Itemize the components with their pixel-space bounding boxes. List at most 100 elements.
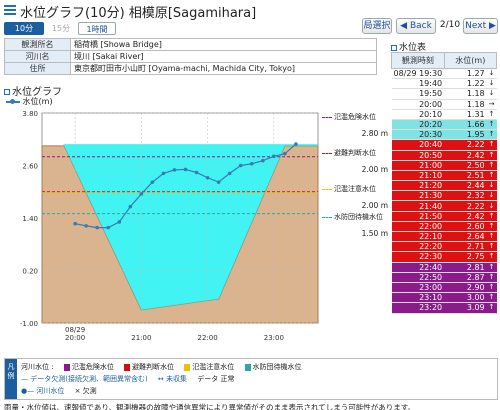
x-tick-label: 08/29	[65, 326, 85, 334]
table-row: 21:20 2.44 ↓	[391, 180, 497, 192]
legend-missing-mark: × 欠測	[74, 387, 97, 395]
tab-1hour[interactable]: 1時間	[78, 22, 116, 35]
table-row: 08/29 19:30 1.27 ↓	[391, 68, 497, 80]
info-key: 観測所名	[4, 38, 71, 51]
table-row: 23:20 3.09 ↑	[391, 302, 497, 314]
square-icon	[391, 44, 397, 51]
row-trend-icon: ↑	[486, 231, 497, 243]
table-row: 19:50 1.18 ↓	[391, 88, 497, 100]
row-time: 20:30	[391, 129, 445, 141]
row-level: 3.00	[444, 292, 487, 304]
threshold-label: 避難判断水位	[334, 149, 376, 157]
swatch-icon	[184, 363, 191, 371]
row-trend-icon: ↓	[486, 180, 497, 192]
graph-title: 水位グラフ	[4, 83, 62, 98]
row-trend-icon: ↑	[486, 251, 497, 263]
data-point	[106, 225, 111, 230]
row-trend-icon: ↑	[486, 272, 497, 283]
data-point	[95, 225, 99, 230]
legend-item-label: 避難判断水位	[132, 363, 175, 371]
row-trend-icon: ↑	[486, 282, 497, 294]
row-trend-icon: ↑	[486, 292, 497, 304]
data-point	[183, 167, 188, 172]
page-title: 水位グラフ(10分) 相模原[Sagamihara]	[20, 6, 257, 21]
water-level-table: 観測時刻 水位(m) 08/29 19:30 1.27 ↓ 19:40 1.22 ↓ 19:…	[391, 52, 498, 314]
data-point	[139, 192, 144, 196]
table-title-text: 水位表	[399, 43, 427, 53]
next-button[interactable]: Next ▶	[463, 18, 498, 34]
legend-missing: — データ欠測(接続欠測、範囲異常含む)	[21, 375, 148, 383]
data-point	[150, 180, 155, 184]
legend-item: 氾濫危険水位	[63, 362, 114, 372]
info-value: 稲荷橋 [Showa Bridge]	[70, 38, 377, 51]
row-level: 2.87	[444, 272, 487, 283]
threshold-line-icon	[322, 216, 332, 218]
water-area	[63, 144, 319, 310]
row-level: 2.60	[444, 221, 487, 233]
data-point	[283, 151, 287, 156]
y-tick-label: 2.60	[22, 163, 38, 171]
x-tick-label: 23:00	[264, 334, 284, 342]
legend-row-data: — データ欠測(接続欠測、範囲異常含む) ↔ 未収集 データ 正常	[21, 374, 242, 384]
row-trend-icon: ↑	[486, 241, 497, 253]
row-time: 21:50	[391, 211, 445, 222]
info-value: 境川 [Sakai River]	[70, 50, 377, 63]
row-level: 1.66	[444, 119, 487, 131]
row-time: 20:10	[391, 109, 445, 120]
row-level: 3.09	[444, 302, 487, 314]
data-point	[205, 175, 210, 180]
table-row: 20:50 2.42 ↑	[391, 150, 497, 161]
table-row: 21:10 2.51 ↑	[391, 170, 497, 182]
table-row: 23:00 2.90 ↑	[391, 282, 497, 294]
threshold-value: 1.50 m	[361, 229, 388, 238]
threshold-label: 氾濫危険水位	[334, 113, 376, 121]
table-row: 23:10 3.00 ↑	[391, 292, 497, 304]
row-level: 1.95	[444, 129, 487, 141]
row-trend-icon: ↑	[486, 160, 497, 171]
row-trend-icon: ↑	[486, 119, 497, 131]
info-value: 東京都町田市小山町 [Oyama-machi, Machida City, To…	[70, 62, 377, 75]
row-trend-icon: ↑	[486, 302, 497, 314]
row-level: 2.90	[444, 282, 487, 294]
row-time: 22:40	[391, 262, 445, 273]
data-point	[117, 220, 122, 224]
row-level: 2.22	[444, 200, 487, 212]
data-point	[261, 158, 265, 163]
col-time-header: 観測時刻	[391, 52, 445, 69]
table-row: 21:40 2.22 ↓	[391, 200, 497, 212]
row-level: 2.44	[444, 180, 487, 192]
table-row: 19:40 1.22 ↓	[391, 78, 497, 90]
data-point	[238, 163, 243, 168]
legend-row-thresholds: 河川水位 : 氾濫危険水位 避難判断水位 氾濫注意水位 水防団待機水位	[21, 362, 310, 372]
row-time: 21:20	[391, 180, 445, 192]
station-info-table: 観測所名 稲荷橋 [Showa Bridge] 河川名 境川 [Sakai Rive…	[4, 38, 377, 75]
table-row: 22:10 2.64 ↑	[391, 231, 497, 243]
legend-uncollected: ↔ 未収集	[157, 375, 188, 383]
row-time: 21:00	[391, 160, 445, 171]
table-row: 21:30 2.32 ↓	[391, 190, 497, 202]
data-point	[172, 168, 177, 172]
table-row: 21:50 2.42 ↑	[391, 211, 497, 222]
graph-title-text: 水位グラフ	[12, 87, 62, 98]
threshold-item: 氾濫注意水位 2.00 m	[322, 184, 388, 210]
y-tick-label: 1.40	[22, 215, 38, 223]
back-button[interactable]: ◀ Back	[396, 18, 436, 34]
legend-item: 水防団待機水位	[244, 362, 302, 372]
row-trend-icon: →	[486, 99, 497, 110]
station-select-button[interactable]: 局選択	[362, 18, 392, 34]
threshold-label: 氾濫注意水位	[334, 185, 376, 193]
legend-item: 氾濫注意水位	[184, 362, 234, 372]
row-level: 2.81	[444, 262, 487, 273]
row-time: 21:30	[391, 190, 445, 202]
threshold-value: 2.00 m	[361, 165, 388, 174]
info-key: 住所	[4, 62, 71, 75]
row-level: 2.75	[444, 251, 487, 263]
row-trend-icon: ↑	[486, 129, 497, 141]
row-trend-icon: ↑	[486, 211, 497, 222]
tab-10min[interactable]: 10分	[4, 22, 44, 35]
legend-item-label: 氾濫注意水位	[192, 363, 235, 371]
row-level: 1.18	[444, 99, 487, 110]
row-time: 20:00	[391, 99, 445, 110]
legend-item: 避難判断水位	[124, 362, 174, 372]
swatch-icon	[63, 363, 70, 371]
